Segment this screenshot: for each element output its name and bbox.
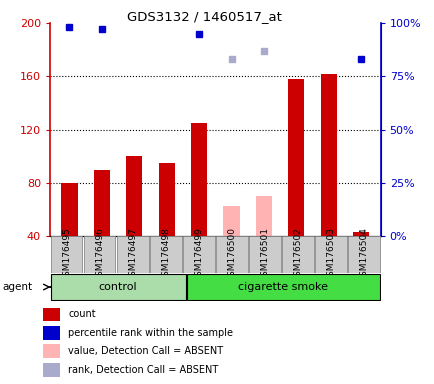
Text: GSM176501: GSM176501 xyxy=(260,227,269,282)
Text: GSM176503: GSM176503 xyxy=(326,227,335,282)
Text: agent: agent xyxy=(2,282,32,292)
Bar xyxy=(126,156,142,236)
Text: GSM176495: GSM176495 xyxy=(62,227,71,282)
Bar xyxy=(320,74,336,236)
Text: GSM176499: GSM176499 xyxy=(194,227,203,282)
Text: GSM176500: GSM176500 xyxy=(227,227,236,282)
Bar xyxy=(83,236,115,273)
Text: rank, Detection Call = ABSENT: rank, Detection Call = ABSENT xyxy=(68,365,218,375)
Text: GSM176496: GSM176496 xyxy=(95,227,104,282)
Bar xyxy=(43,344,60,358)
Bar xyxy=(158,163,174,236)
Text: GSM176498: GSM176498 xyxy=(161,227,170,282)
Text: percentile rank within the sample: percentile rank within the sample xyxy=(68,328,233,338)
Text: cigarette smoke: cigarette smoke xyxy=(238,282,328,292)
Bar xyxy=(281,236,313,273)
Bar xyxy=(186,274,379,300)
Bar xyxy=(288,79,304,236)
Bar xyxy=(43,326,60,340)
Text: GSM176502: GSM176502 xyxy=(293,227,302,282)
Bar xyxy=(61,183,77,236)
Bar xyxy=(215,236,247,273)
Bar xyxy=(149,236,181,273)
Bar xyxy=(116,236,148,273)
Text: GSM176504: GSM176504 xyxy=(359,227,368,282)
Text: GDS3132 / 1460517_at: GDS3132 / 1460517_at xyxy=(127,10,281,23)
Bar xyxy=(182,236,214,273)
Bar xyxy=(43,308,60,321)
Bar xyxy=(248,236,280,273)
Bar xyxy=(50,274,185,300)
Text: GSM176497: GSM176497 xyxy=(128,227,137,282)
Bar xyxy=(50,236,82,273)
Bar xyxy=(314,236,346,273)
Text: control: control xyxy=(99,282,137,292)
Bar xyxy=(347,236,379,273)
Bar xyxy=(94,170,110,236)
Bar xyxy=(352,232,368,236)
Text: count: count xyxy=(68,310,95,319)
Text: value, Detection Call = ABSENT: value, Detection Call = ABSENT xyxy=(68,346,223,356)
Bar xyxy=(43,363,60,377)
Bar xyxy=(223,205,239,236)
Bar xyxy=(255,196,271,236)
Bar xyxy=(191,123,207,236)
